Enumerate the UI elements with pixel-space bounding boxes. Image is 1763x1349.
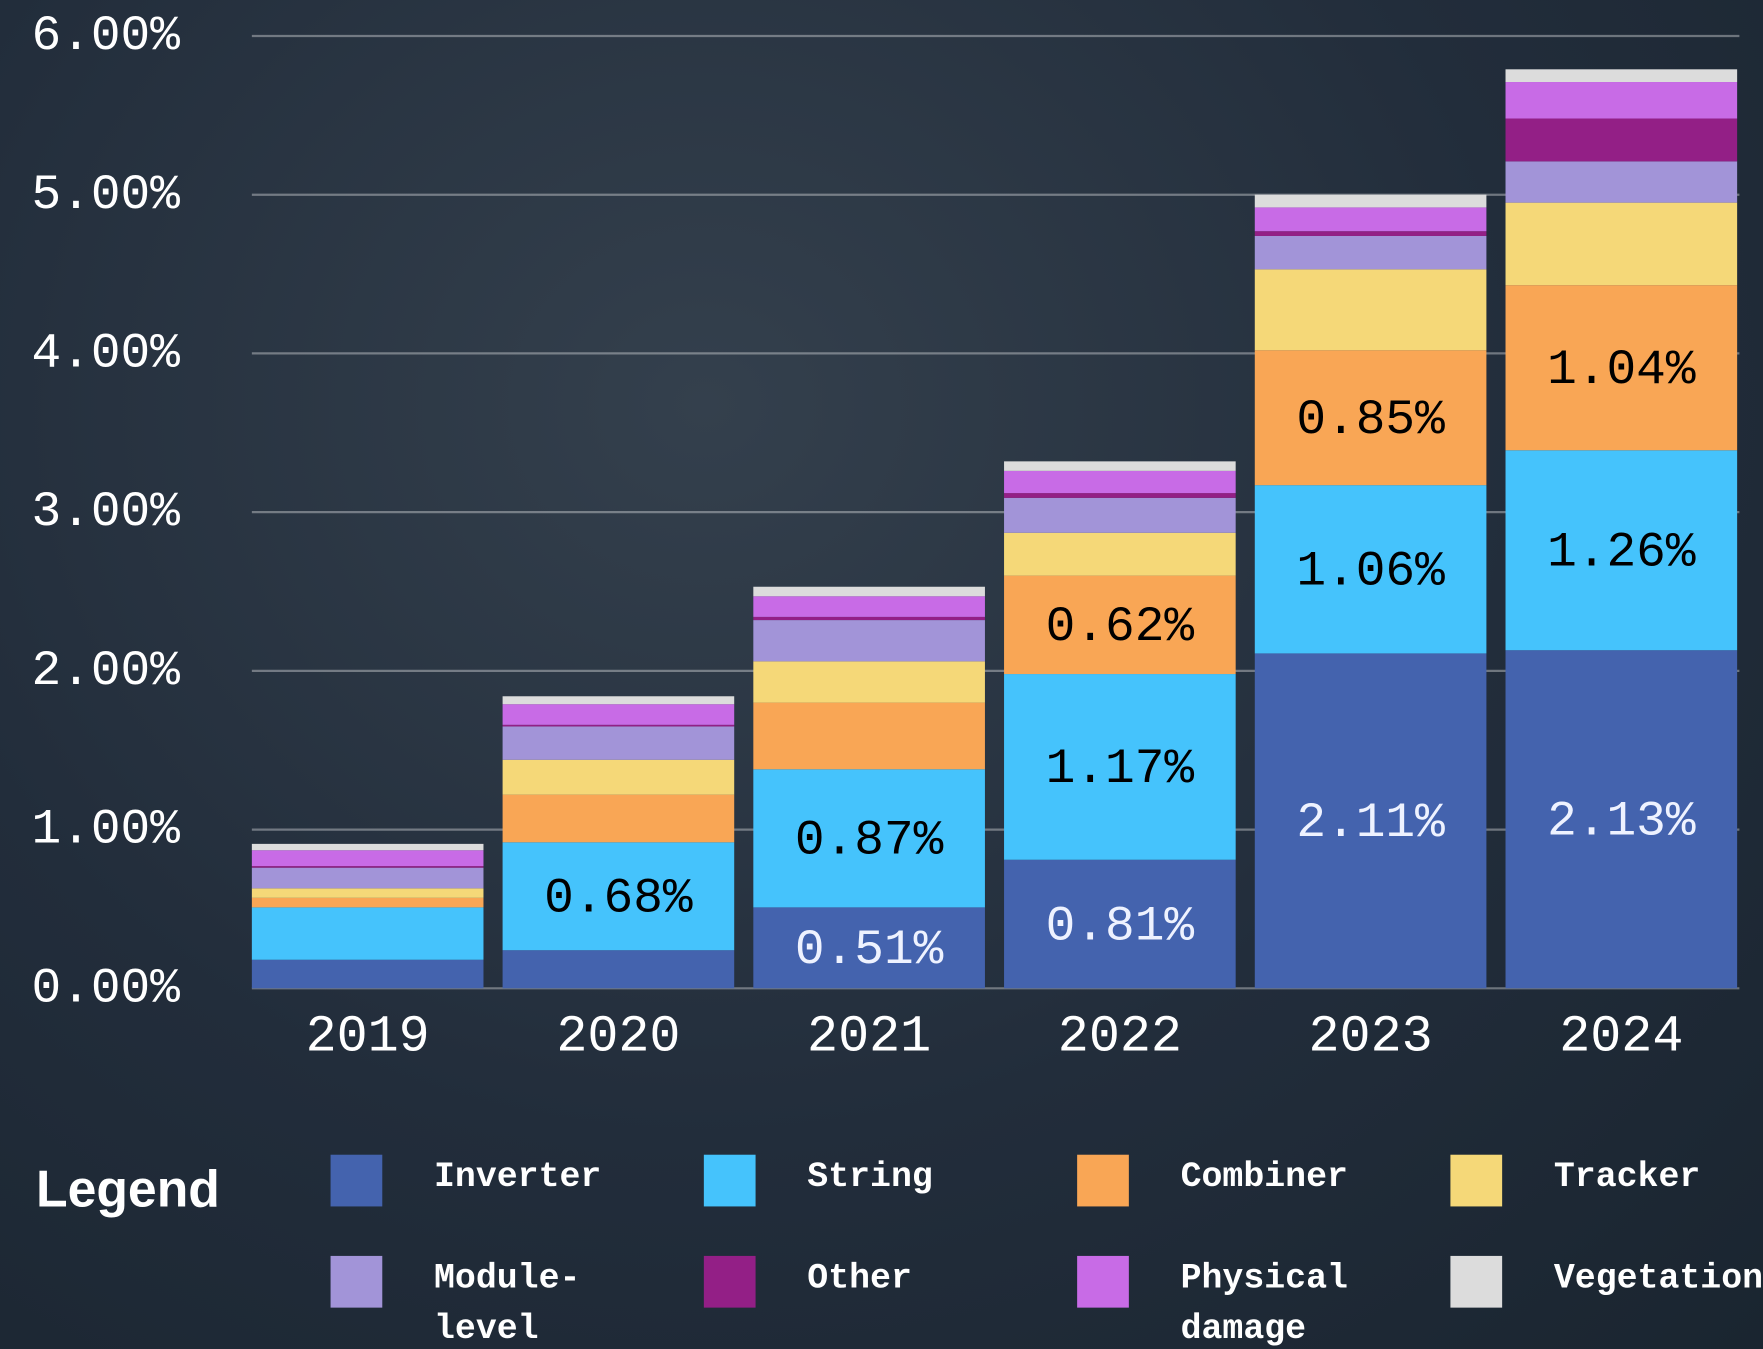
bar-segment [503, 726, 735, 759]
bar-segment [1255, 269, 1487, 350]
bar-segment [753, 617, 985, 620]
bar-segment [753, 596, 985, 617]
value-label: 0.51% [795, 922, 944, 978]
legend-item: Physical damage [1077, 1256, 1405, 1349]
value-label: 1.26% [1547, 525, 1696, 581]
value-label: 2.11% [1296, 795, 1445, 851]
bar-segment [1004, 498, 1236, 533]
bar-segment [252, 888, 484, 898]
legend-label: Combiner [1181, 1152, 1406, 1203]
y-tick-label: 6.00% [31, 8, 180, 64]
legend-item: Inverter [331, 1155, 659, 1207]
value-label: 1.06% [1296, 544, 1445, 600]
y-tick-label: 5.00% [31, 167, 180, 223]
legend-item: Module-level [331, 1256, 659, 1349]
y-tick-label: 1.00% [31, 802, 180, 858]
x-tick-label: 2019 [306, 1007, 430, 1066]
legend-swatch [704, 1256, 756, 1308]
value-label: 0.81% [1046, 898, 1195, 954]
bar-segment [252, 907, 484, 959]
legend-label: String [807, 1152, 1032, 1203]
value-label: 0.87% [795, 813, 944, 869]
bar-segment [1506, 69, 1738, 82]
bar-segment [1506, 203, 1738, 286]
value-label: 1.17% [1046, 741, 1195, 797]
x-tick-label: 2020 [556, 1007, 680, 1066]
x-tick-label: 2023 [1309, 1007, 1433, 1066]
chart: 0.00% 1.00% 2.00% 3.00% 4.00% 5.00% 6.00% 2019 2… [0, 0, 1763, 1349]
legend-label: Module-level [434, 1254, 659, 1349]
bar-segment [252, 868, 484, 889]
bar-segment [1255, 195, 1487, 208]
legend-item: String [704, 1155, 1032, 1207]
bar-segment [252, 960, 484, 989]
legend-item: Vegetation [1450, 1256, 1763, 1308]
legend-swatch [704, 1155, 756, 1207]
bar-segment [1506, 82, 1738, 119]
legend-swatch [331, 1155, 383, 1207]
bar-segment [1506, 119, 1738, 162]
x-tick-label: 2021 [807, 1007, 931, 1066]
legend-label: Other [807, 1254, 1032, 1305]
bar-segment [1506, 161, 1738, 202]
x-tick-label: 2024 [1559, 1007, 1683, 1066]
bar-segment [503, 795, 735, 843]
bar-segment [503, 696, 735, 704]
legend-label: Vegetation [1554, 1254, 1763, 1305]
bar-segment [252, 844, 484, 850]
bar-segment [1255, 207, 1487, 231]
legend-item: Combiner [1077, 1155, 1405, 1207]
bar-segment [252, 898, 484, 908]
legend-label: Inverter [434, 1152, 659, 1203]
bar-segment [503, 760, 735, 795]
legend-label: Tracker [1554, 1152, 1763, 1203]
value-label: 0.68% [544, 871, 693, 927]
legend-swatch [1450, 1256, 1502, 1308]
bar-segment [1004, 471, 1236, 493]
y-tick-label: 2.00% [31, 643, 180, 699]
legend-label: Physical damage [1181, 1254, 1406, 1349]
bar-segment [1004, 493, 1236, 498]
legend-swatch [331, 1256, 383, 1308]
value-label: 2.13% [1547, 794, 1696, 850]
bar-segment [1255, 231, 1487, 236]
bar-segment [1004, 461, 1236, 471]
value-label: 0.85% [1296, 392, 1445, 448]
y-tick-label: 3.00% [31, 484, 180, 540]
bar-segment [1004, 533, 1236, 576]
bar-segment [503, 704, 735, 725]
bar-segment [503, 725, 735, 727]
bar-segment [753, 661, 985, 702]
bar-segment [753, 587, 985, 597]
bar-segment [503, 950, 735, 988]
value-label: 1.04% [1547, 342, 1696, 398]
bar-segment [1255, 236, 1487, 269]
x-tick-label: 2022 [1058, 1007, 1182, 1066]
bar-segment [252, 850, 484, 866]
legend-swatch [1077, 1256, 1129, 1308]
legend-item: Other [704, 1256, 1032, 1308]
value-label: 0.62% [1046, 599, 1195, 655]
bar-segment [753, 703, 985, 770]
legend-title: Legend [36, 1158, 220, 1219]
legend-swatch [1450, 1155, 1502, 1207]
bar-segment [252, 866, 484, 868]
legend-swatch [1077, 1155, 1129, 1207]
legend-item: Tracker [1450, 1155, 1763, 1207]
y-tick-label: 4.00% [31, 325, 180, 381]
y-tick-label: 0.00% [31, 960, 180, 1016]
bar-segment [753, 620, 985, 661]
plot: 0.00% 1.00% 2.00% 3.00% 4.00% 5.00% 6.00% 2019 2… [0, 0, 1763, 1349]
